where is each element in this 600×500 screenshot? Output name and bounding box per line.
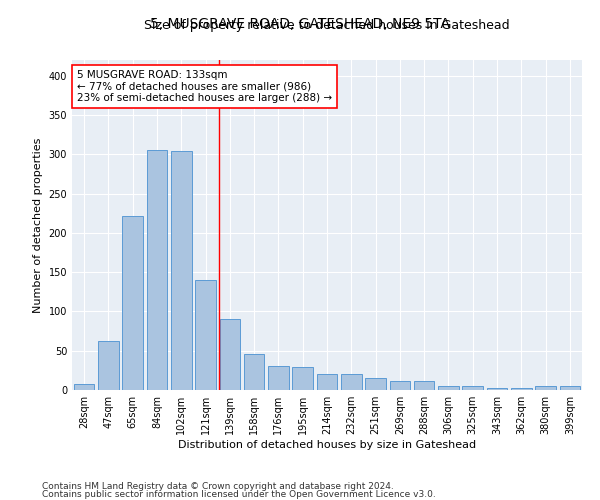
Text: Contains public sector information licensed under the Open Government Licence v3: Contains public sector information licen… bbox=[42, 490, 436, 499]
Bar bbox=[244, 354, 265, 390]
Bar bbox=[122, 216, 143, 390]
Bar bbox=[268, 366, 289, 390]
Bar bbox=[220, 320, 240, 390]
Bar bbox=[463, 386, 483, 390]
Text: 5 MUSGRAVE ROAD: 133sqm
← 77% of detached houses are smaller (986)
23% of semi-d: 5 MUSGRAVE ROAD: 133sqm ← 77% of detache… bbox=[77, 70, 332, 103]
Text: 5, MUSGRAVE ROAD, GATESHEAD, NE9 5TA: 5, MUSGRAVE ROAD, GATESHEAD, NE9 5TA bbox=[150, 18, 450, 32]
Bar bbox=[365, 378, 386, 390]
Bar bbox=[535, 386, 556, 390]
Y-axis label: Number of detached properties: Number of detached properties bbox=[33, 138, 43, 312]
Text: Contains HM Land Registry data © Crown copyright and database right 2024.: Contains HM Land Registry data © Crown c… bbox=[42, 482, 394, 491]
Bar bbox=[438, 386, 459, 390]
Title: Size of property relative to detached houses in Gateshead: Size of property relative to detached ho… bbox=[144, 20, 510, 32]
Bar bbox=[317, 374, 337, 390]
Bar bbox=[146, 150, 167, 390]
Bar bbox=[341, 374, 362, 390]
Bar bbox=[414, 382, 434, 390]
Bar bbox=[511, 388, 532, 390]
Bar bbox=[195, 280, 216, 390]
Bar bbox=[389, 380, 410, 390]
Bar bbox=[292, 367, 313, 390]
Bar bbox=[560, 386, 580, 390]
Bar bbox=[487, 388, 508, 390]
X-axis label: Distribution of detached houses by size in Gateshead: Distribution of detached houses by size … bbox=[178, 440, 476, 450]
Bar bbox=[98, 340, 119, 390]
Bar bbox=[171, 151, 191, 390]
Bar bbox=[74, 384, 94, 390]
